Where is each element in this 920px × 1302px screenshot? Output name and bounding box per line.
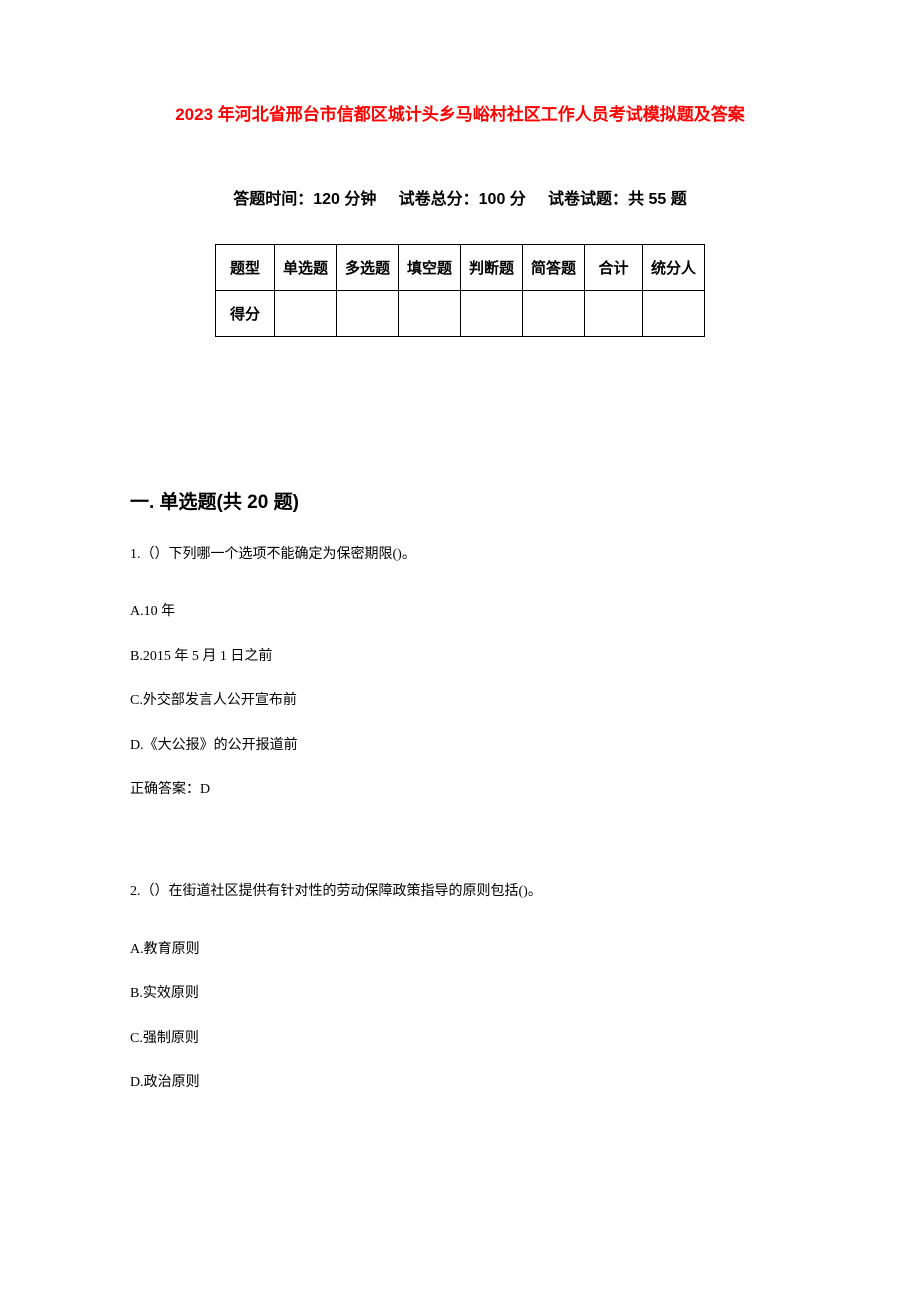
option-c: C.强制原则 [130, 1028, 790, 1050]
table-header-cell: 题型 [215, 245, 274, 291]
total-score-label: 试卷总分： [399, 191, 479, 208]
question-count-label: 试卷试题： [548, 191, 628, 208]
question-number: 2. [130, 884, 141, 899]
document-title: 2023 年河北省邢台市信都区城计头乡马峪村社区工作人员考试模拟题及答案 [130, 100, 790, 125]
table-empty-cell [585, 291, 643, 337]
option-b: B.2015 年 5 月 1 日之前 [130, 646, 790, 668]
question-number: 1. [130, 547, 141, 562]
table-header-cell: 判断题 [461, 245, 523, 291]
question-content: （）在街道社区提供有针对性的劳动保障政策指导的原则包括()。 [141, 884, 542, 899]
table-header-cell: 填空题 [398, 245, 460, 291]
option-d: D.《大公报》的公开报道前 [130, 735, 790, 757]
question-text: 1.（）下列哪一个选项不能确定为保密期限()。 [130, 544, 790, 566]
table-empty-cell [336, 291, 398, 337]
table-header-cell: 统分人 [643, 245, 705, 291]
table-header-cell: 简答题 [523, 245, 585, 291]
table-header-cell: 合计 [585, 245, 643, 291]
table-empty-cell [461, 291, 523, 337]
time-value: 120 分钟 [313, 191, 376, 208]
question-block: 2.（）在街道社区提供有针对性的劳动保障政策指导的原则包括()。 A.教育原则 … [130, 881, 790, 1094]
correct-answer: 正确答案：D [130, 779, 790, 801]
table-header-cell: 多选题 [336, 245, 398, 291]
exam-info: 答题时间：120 分钟 试卷总分：100 分 试卷试题：共 55 题 [130, 185, 790, 209]
option-a: A.10 年 [130, 601, 790, 623]
question-text: 2.（）在街道社区提供有针对性的劳动保障政策指导的原则包括()。 [130, 881, 790, 903]
option-c: C.外交部发言人公开宣布前 [130, 690, 790, 712]
question-content: （）下列哪一个选项不能确定为保密期限()。 [141, 547, 416, 562]
table-empty-cell [398, 291, 460, 337]
option-b: B.实效原则 [130, 983, 790, 1005]
option-d: D.政治原则 [130, 1072, 790, 1094]
question-count-value: 共 55 题 [628, 191, 687, 208]
time-label: 答题时间： [233, 191, 313, 208]
table-header-row: 题型 单选题 多选题 填空题 判断题 简答题 合计 统分人 [215, 245, 704, 291]
table-header-cell: 单选题 [274, 245, 336, 291]
table-empty-cell [523, 291, 585, 337]
total-score-value: 100 分 [479, 191, 526, 208]
table-row-label: 得分 [215, 291, 274, 337]
score-table: 题型 单选题 多选题 填空题 判断题 简答题 合计 统分人 得分 [215, 244, 705, 337]
option-a: A.教育原则 [130, 939, 790, 961]
table-empty-cell [274, 291, 336, 337]
table-empty-cell [643, 291, 705, 337]
section-header: 一. 单选题(共 20 题) [130, 487, 790, 514]
question-block: 1.（）下列哪一个选项不能确定为保密期限()。 A.10 年 B.2015 年 … [130, 544, 790, 801]
table-score-row: 得分 [215, 291, 704, 337]
